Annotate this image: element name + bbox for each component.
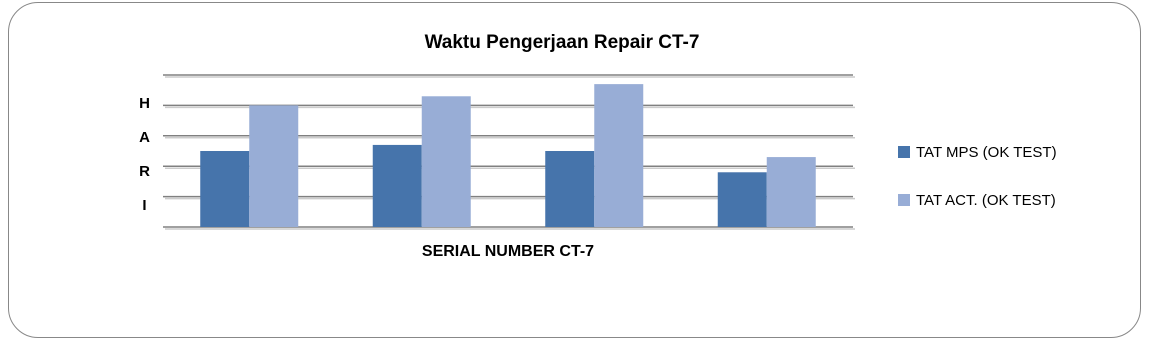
bar	[249, 105, 299, 227]
legend-label: TAT ACT. (OK TEST)	[916, 192, 1056, 209]
bar	[372, 144, 422, 227]
legend-swatch	[898, 146, 910, 158]
y-axis-label: HARI	[136, 95, 153, 231]
bar	[421, 96, 471, 227]
bar	[594, 84, 644, 228]
bar	[545, 151, 595, 227]
bar	[200, 151, 250, 227]
legend-label: TAT MPS (OK TEST)	[916, 144, 1057, 161]
chart-title: Waktu Pengerjaan Repair CT-7	[425, 32, 700, 53]
bar	[717, 172, 767, 227]
chart-frame	[8, 2, 1141, 338]
legend-swatch	[898, 194, 910, 206]
bar	[766, 157, 816, 227]
x-axis-label: SERIAL NUMBER CT-7	[422, 243, 594, 260]
